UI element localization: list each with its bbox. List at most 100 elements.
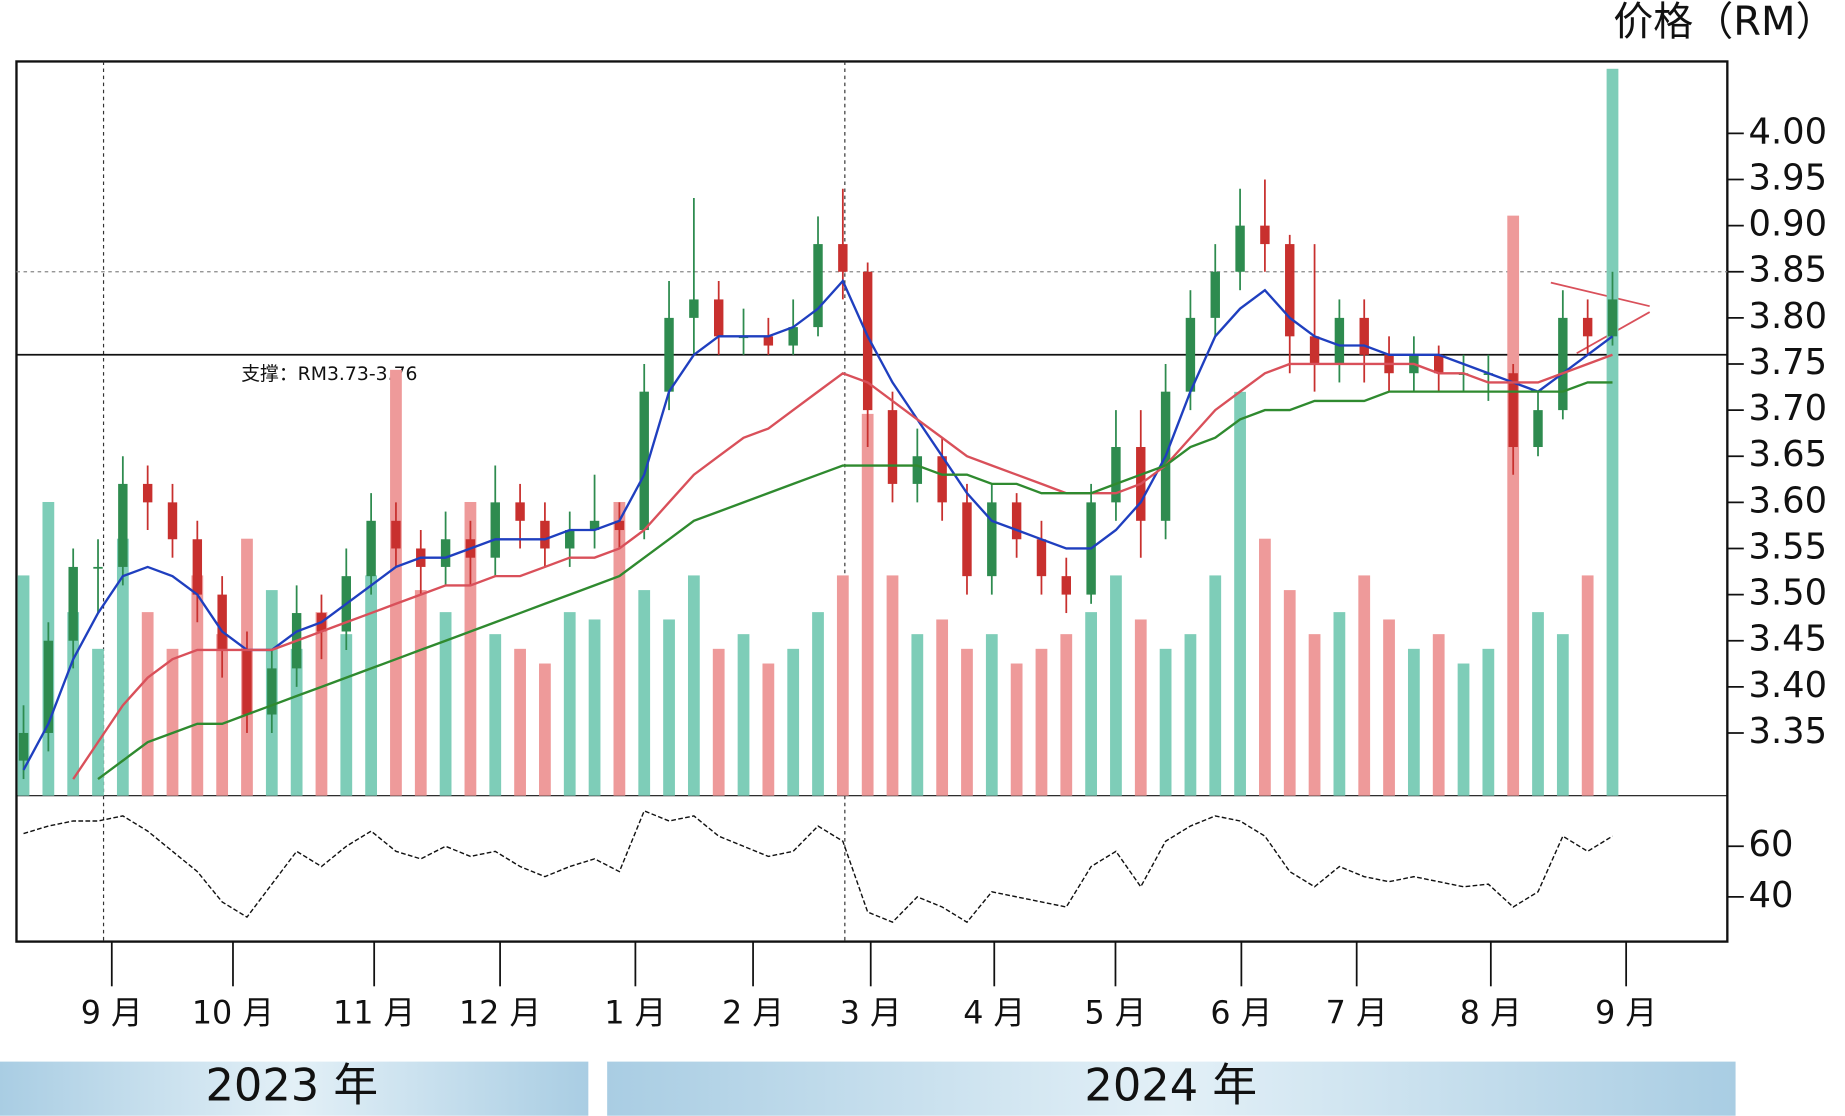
candle-body xyxy=(217,594,227,650)
volume-bar xyxy=(1432,634,1445,796)
candle-body xyxy=(1260,225,1270,245)
candle-body xyxy=(1558,317,1568,411)
volume-bar xyxy=(1010,663,1023,796)
volume-bar xyxy=(638,590,651,796)
volume-bar xyxy=(1532,612,1544,796)
volume-bar xyxy=(1134,619,1147,796)
volume-bar xyxy=(1035,648,1048,796)
volume-bar xyxy=(340,634,353,796)
volume-bar xyxy=(613,501,626,796)
y-tick-label: 3.55 xyxy=(1749,526,1828,567)
candle-body xyxy=(1036,539,1047,577)
candle-body xyxy=(639,391,649,531)
volume-bar xyxy=(588,619,601,796)
candle-body xyxy=(540,520,550,549)
volume-bar xyxy=(464,501,477,796)
candle-body xyxy=(987,502,997,577)
candle-body xyxy=(1111,447,1121,503)
x-tick-label: 9 月 xyxy=(1595,996,1657,1032)
moving-average xyxy=(22,278,1614,771)
year-band xyxy=(0,1061,589,1116)
volume-bar xyxy=(1606,68,1619,796)
x-tick-label: 8 月 xyxy=(1460,996,1522,1032)
candle-body xyxy=(1309,336,1320,364)
candle-body xyxy=(1533,410,1543,448)
y-tick-label: 3.70 xyxy=(1749,388,1828,429)
candle-body xyxy=(689,299,699,318)
year-band xyxy=(607,1061,1736,1116)
x-tick-label: 11 月 xyxy=(333,996,415,1032)
volume-bar xyxy=(1581,575,1594,796)
volume-bar xyxy=(92,648,104,796)
triangle-line xyxy=(1550,281,1650,308)
volume-bar xyxy=(1234,391,1246,796)
volume-bar xyxy=(116,538,129,796)
unit-label: 价格（RM） xyxy=(1613,0,1835,45)
volume-bar xyxy=(1457,663,1470,796)
volume-bar xyxy=(365,575,378,796)
candle-body xyxy=(192,539,203,595)
candle-body xyxy=(813,244,823,328)
candle-body xyxy=(490,502,500,558)
x-tick-label: 10 月 xyxy=(192,996,274,1032)
candle-body xyxy=(962,502,972,577)
x-tick-label: 1 月 xyxy=(604,996,666,1032)
y-tick-label: 3.80 xyxy=(1749,296,1828,337)
volume-bar xyxy=(1333,612,1346,796)
volume-bar xyxy=(961,648,973,796)
candle-body xyxy=(267,668,277,715)
volume-bar xyxy=(539,663,551,796)
y-tick-label: 0.90 xyxy=(1749,204,1828,245)
volume-bar xyxy=(216,634,229,796)
candle-body xyxy=(887,410,898,484)
volume-bar xyxy=(861,413,874,796)
candle-body xyxy=(1285,244,1295,337)
candle-body xyxy=(937,456,947,503)
volume-bar xyxy=(663,619,675,796)
volume-bar xyxy=(836,575,849,796)
x-tick-label: 7 月 xyxy=(1326,996,1388,1032)
candle-body xyxy=(18,732,29,761)
y-tick-label: 3.60 xyxy=(1749,480,1828,521)
volume-bar xyxy=(166,648,179,796)
candle-body xyxy=(763,336,774,346)
x-tick-label: 6 月 xyxy=(1210,996,1272,1032)
moving-average xyxy=(72,353,1613,780)
year-label: 2024 年 xyxy=(1084,1059,1257,1112)
candle-body xyxy=(614,520,625,531)
y-tick-label: 3.65 xyxy=(1749,434,1828,475)
candle-body xyxy=(43,640,54,733)
candle-body xyxy=(1334,317,1345,364)
y-tick-label: 3.45 xyxy=(1749,619,1828,660)
candle-body xyxy=(589,520,600,531)
candle-body xyxy=(391,520,401,549)
y-tick-label: 3.50 xyxy=(1749,573,1828,614)
candle-body xyxy=(862,271,873,411)
volume-bar xyxy=(414,590,427,796)
volume-bar xyxy=(787,648,800,796)
candle-body xyxy=(1582,317,1593,337)
y-tick-label: 3.35 xyxy=(1749,711,1828,752)
y-tick-label: 3.75 xyxy=(1749,342,1828,383)
volume-bar xyxy=(439,612,452,796)
volume-bar xyxy=(1383,619,1395,796)
y-tick-label: 3.40 xyxy=(1749,665,1828,706)
volume-bar xyxy=(563,612,576,796)
volume-bar xyxy=(514,648,526,796)
volume-bar xyxy=(1259,538,1271,796)
volume-bar xyxy=(812,612,824,796)
volume-bar xyxy=(315,612,328,796)
volume-bar xyxy=(712,648,725,796)
candle-body xyxy=(1433,354,1444,374)
y-tick-label: 3.95 xyxy=(1749,158,1828,199)
candle-body xyxy=(515,502,525,521)
candle-body xyxy=(1359,317,1369,355)
y-tick-label: 3.85 xyxy=(1749,250,1828,291)
volume-bar xyxy=(489,634,502,796)
volume-bar xyxy=(762,663,775,796)
x-tick-label: 2 月 xyxy=(722,996,784,1032)
volume-bar xyxy=(390,369,402,796)
support-label: 支撑：RM3.73-3.76 xyxy=(241,363,417,385)
candle-body xyxy=(1508,373,1518,448)
